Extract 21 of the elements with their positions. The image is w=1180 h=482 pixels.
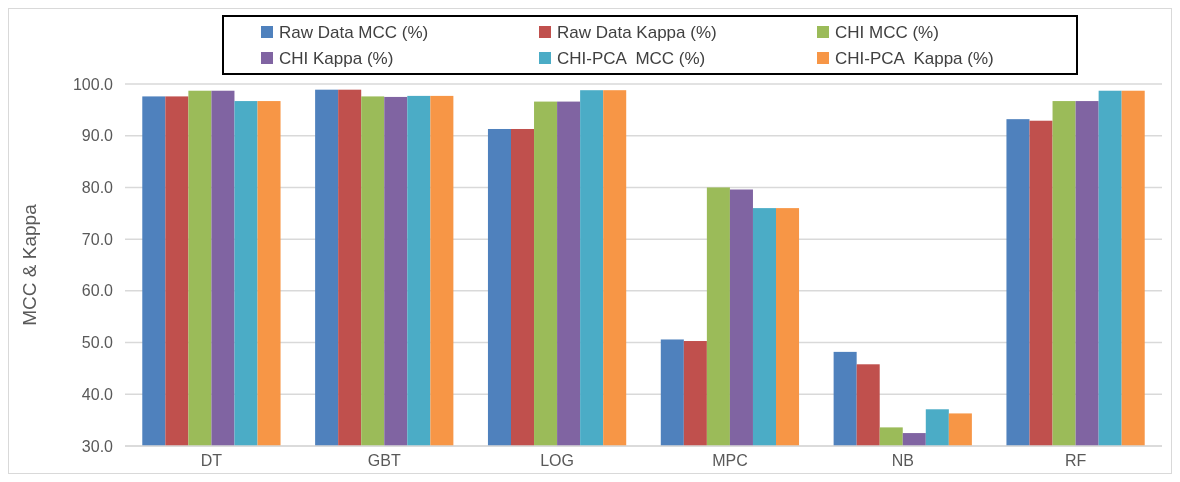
y-axis-title: MCC & Kappa [19,203,40,326]
x-tick-label: RF [1064,452,1087,469]
x-tick-label: NB [891,452,914,469]
y-tick-label: 60.0 [81,282,114,300]
y-tick-label: 70.0 [81,230,114,248]
legend-label: CHI MCC (%) [835,22,939,42]
x-tick-label: GBT [367,452,401,469]
y-tick-label: 100.0 [72,75,114,93]
legend-label: CHI-PCA Kappa (%) [835,48,994,68]
y-tick-label: 80.0 [81,179,114,197]
x-tick-label: DT [200,452,223,469]
legend-label: CHI-PCA MCC (%) [557,48,706,68]
y-tick-label: 90.0 [81,127,114,145]
y-tick-label: 50.0 [81,334,114,352]
y-tick-label: 40.0 [81,385,114,403]
x-tick-label: LOG [540,452,574,469]
y-tick-label: 30.0 [81,437,114,455]
x-tick-label: MPC [712,452,748,469]
legend-label: CHI Kappa (%) [279,48,394,68]
legend-label: Raw Data Kappa (%) [557,22,717,42]
legend-label: Raw Data MCC (%) [279,22,429,42]
